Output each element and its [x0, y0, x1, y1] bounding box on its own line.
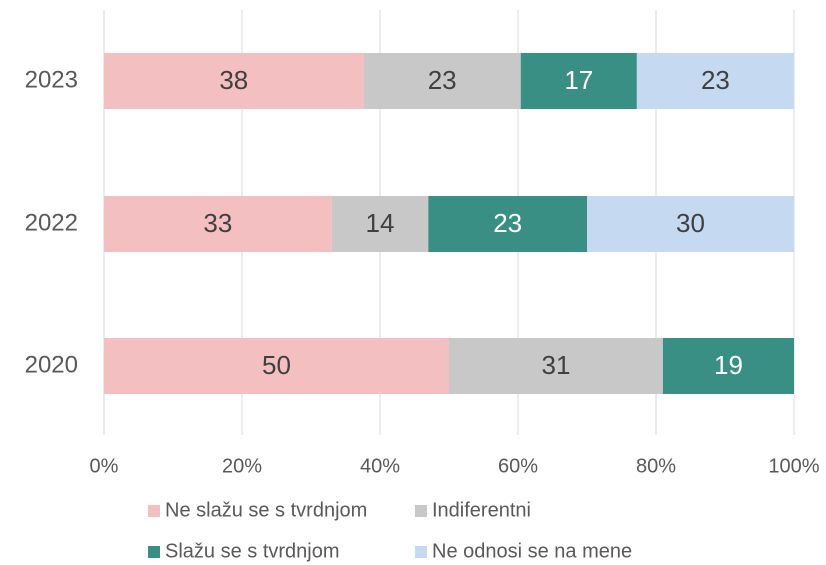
bar-segment	[587, 196, 794, 252]
bar-segment	[449, 338, 663, 394]
bar-segment	[331, 196, 429, 252]
x-tick-label: 100%	[768, 455, 819, 477]
legend-label: Indiferentni	[432, 499, 531, 521]
data-label: 17	[564, 65, 593, 95]
x-tick-label: 20%	[222, 455, 262, 477]
y-tick-label: 2023	[25, 66, 78, 93]
bar-segment	[104, 196, 332, 252]
bar-segment	[363, 53, 521, 109]
data-label: 50	[262, 350, 291, 380]
x-tick-label: 80%	[636, 455, 676, 477]
x-tick-label: 40%	[360, 455, 400, 477]
legend-swatch	[415, 546, 427, 558]
data-label: 23	[428, 65, 457, 95]
data-label: 14	[366, 208, 395, 238]
data-label: 38	[219, 65, 248, 95]
legend-label: Ne slažu se s tvrdnjom	[165, 499, 367, 521]
legend-swatch	[148, 505, 160, 517]
bar-segment	[104, 338, 449, 394]
bar-segment	[636, 53, 794, 109]
x-tick-label: 0%	[90, 455, 119, 477]
bar-segment	[104, 53, 364, 109]
x-tick-label: 60%	[498, 455, 538, 477]
bar-segment	[428, 196, 587, 252]
data-label: 19	[714, 350, 743, 380]
legend-swatch	[148, 546, 160, 558]
legend-swatch	[415, 505, 427, 517]
data-label: 31	[541, 350, 570, 380]
data-label: 30	[676, 208, 705, 238]
y-tick-label: 2022	[25, 209, 78, 236]
data-label: 33	[203, 208, 232, 238]
bar-segment	[520, 53, 637, 109]
bar-segment	[662, 338, 794, 394]
legend-label: Slažu se s tvrdnjom	[165, 540, 340, 562]
y-tick-label: 2020	[25, 351, 78, 378]
data-label: 23	[701, 65, 730, 95]
legend-label: Ne odnosi se na mene	[432, 540, 632, 562]
data-label: 23	[493, 208, 522, 238]
